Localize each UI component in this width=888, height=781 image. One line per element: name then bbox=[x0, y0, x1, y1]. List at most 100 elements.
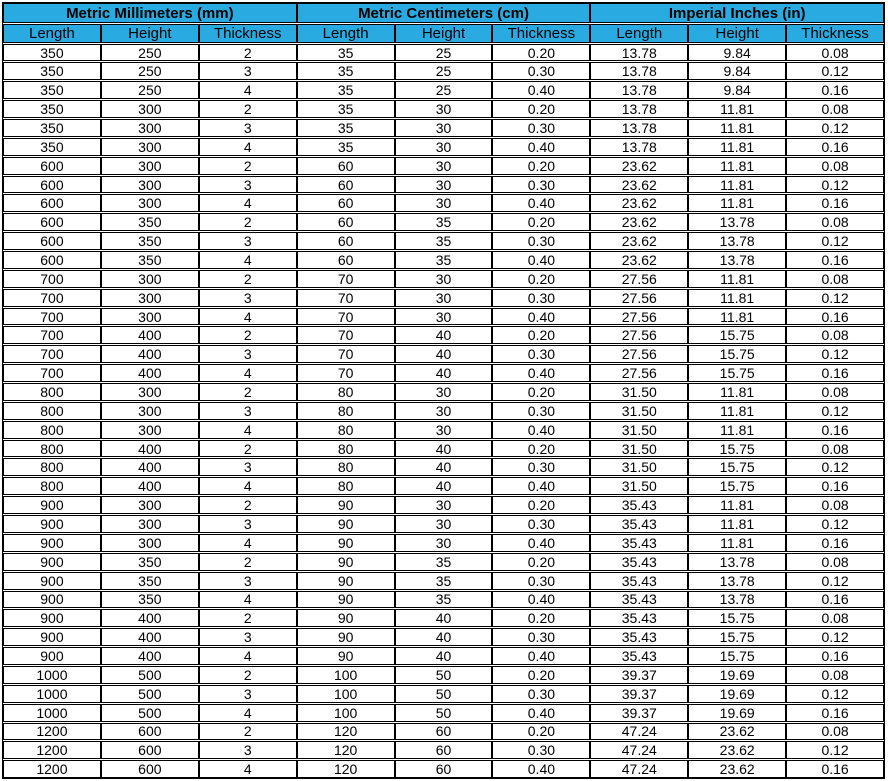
cell: 50 bbox=[394, 684, 493, 703]
cell: 23.62 bbox=[590, 175, 689, 194]
cell: 0.08 bbox=[786, 100, 885, 119]
cell: 500 bbox=[100, 703, 199, 722]
cell: 13.78 bbox=[688, 213, 787, 232]
cell: 80 bbox=[296, 439, 395, 458]
table-row: 900 400 3 90 40 0.30 35.43 15.75 0.12 bbox=[3, 628, 885, 647]
table-row: 800 400 4 80 40 0.40 31.50 15.75 0.16 bbox=[3, 477, 885, 496]
cell: 30 bbox=[394, 156, 493, 175]
cell: 13.78 bbox=[688, 251, 787, 269]
cell: 900 bbox=[3, 571, 101, 590]
cell: 25 bbox=[394, 81, 493, 100]
cell: 60 bbox=[296, 232, 395, 251]
cell: 27.56 bbox=[590, 307, 689, 326]
cell: 11.81 bbox=[688, 496, 787, 515]
cell: 9.84 bbox=[688, 81, 787, 100]
cell: 900 bbox=[3, 496, 101, 515]
cell: 23.62 bbox=[688, 760, 787, 779]
cell: 15.75 bbox=[688, 326, 787, 345]
cell: 30 bbox=[394, 194, 493, 213]
cell: 2 bbox=[198, 156, 297, 175]
cell: 1000 bbox=[3, 665, 101, 684]
cell: 0.16 bbox=[786, 364, 885, 383]
table-row: 900 400 4 90 40 0.40 35.43 15.75 0.16 bbox=[3, 647, 885, 665]
cell: 0.20 bbox=[492, 665, 591, 684]
cell: 0.30 bbox=[492, 288, 591, 307]
cell: 35.43 bbox=[590, 496, 689, 515]
cell: 800 bbox=[3, 477, 101, 496]
cell: 900 bbox=[3, 628, 101, 647]
cell: 0.12 bbox=[786, 741, 885, 760]
cell: 40 bbox=[394, 364, 493, 383]
cell: 0.16 bbox=[786, 590, 885, 609]
cell: 0.40 bbox=[492, 251, 591, 269]
cell: 40 bbox=[394, 326, 493, 345]
cell: 350 bbox=[3, 119, 101, 137]
table-row: 700 400 2 70 40 0.20 27.56 15.75 0.08 bbox=[3, 326, 885, 345]
cell: 13.78 bbox=[688, 232, 787, 251]
column-header-in-length: Length bbox=[590, 24, 689, 43]
cell: 0.30 bbox=[492, 62, 591, 81]
cell: 13.78 bbox=[688, 571, 787, 590]
cell: 19.69 bbox=[688, 703, 787, 722]
cell: 25 bbox=[394, 62, 493, 81]
cell: 47.24 bbox=[590, 722, 689, 741]
cell: 30 bbox=[394, 383, 493, 401]
cell: 30 bbox=[394, 100, 493, 119]
cell: 350 bbox=[3, 100, 101, 119]
cell: 47.24 bbox=[590, 741, 689, 760]
cell: 4 bbox=[198, 590, 297, 609]
cell: 4 bbox=[198, 307, 297, 326]
cell: 31.50 bbox=[590, 477, 689, 496]
cell: 13.78 bbox=[590, 81, 689, 100]
cell: 35 bbox=[296, 43, 395, 62]
cell: 40 bbox=[394, 647, 493, 665]
cell: 400 bbox=[100, 458, 199, 477]
cell: 2 bbox=[198, 609, 297, 628]
cell: 11.81 bbox=[688, 383, 787, 401]
table-row: 1200 600 2 120 60 0.20 47.24 23.62 0.08 bbox=[3, 722, 885, 741]
cell: 0.30 bbox=[492, 175, 591, 194]
cell: 0.20 bbox=[492, 213, 591, 232]
cell: 600 bbox=[3, 194, 101, 213]
column-header-in-thickness: Thickness bbox=[786, 24, 885, 43]
cell: 35 bbox=[394, 590, 493, 609]
cell: 27.56 bbox=[590, 326, 689, 345]
group-header-metric-mm: Metric Millimeters (mm) bbox=[3, 3, 297, 23]
table-row: 600 350 4 60 35 0.40 23.62 13.78 0.16 bbox=[3, 251, 885, 269]
cell: 4 bbox=[198, 760, 297, 779]
cell: 60 bbox=[394, 722, 493, 741]
cell: 600 bbox=[3, 251, 101, 269]
table-row: 600 300 2 60 30 0.20 23.62 11.81 0.08 bbox=[3, 156, 885, 175]
cell: 13.78 bbox=[590, 43, 689, 62]
cell: 0.16 bbox=[786, 307, 885, 326]
cell: 60 bbox=[296, 175, 395, 194]
cell: 0.30 bbox=[492, 515, 591, 533]
cell: 0.16 bbox=[786, 81, 885, 100]
cell: 2 bbox=[198, 665, 297, 684]
cell: 0.12 bbox=[786, 345, 885, 364]
cell: 0.08 bbox=[786, 326, 885, 345]
cell: 0.30 bbox=[492, 458, 591, 477]
cell: 0.30 bbox=[492, 741, 591, 760]
cell: 70 bbox=[296, 364, 395, 383]
table-row: 700 300 4 70 30 0.40 27.56 11.81 0.16 bbox=[3, 307, 885, 326]
cell: 0.08 bbox=[786, 439, 885, 458]
cell: 500 bbox=[100, 665, 199, 684]
cell: 3 bbox=[198, 232, 297, 251]
cell: 300 bbox=[100, 175, 199, 194]
cell: 11.81 bbox=[688, 307, 787, 326]
cell: 0.40 bbox=[492, 647, 591, 665]
cell: 350 bbox=[3, 43, 101, 62]
cell: 13.78 bbox=[590, 119, 689, 137]
table-row: 900 300 2 90 30 0.20 35.43 11.81 0.08 bbox=[3, 496, 885, 515]
cell: 0.40 bbox=[492, 590, 591, 609]
cell: 0.30 bbox=[492, 345, 591, 364]
cell: 90 bbox=[296, 628, 395, 647]
cell: 300 bbox=[100, 288, 199, 307]
cell: 900 bbox=[3, 533, 101, 552]
cell: 300 bbox=[100, 307, 199, 326]
cell: 300 bbox=[100, 156, 199, 175]
cell: 600 bbox=[3, 232, 101, 251]
cell: 0.20 bbox=[492, 496, 591, 515]
